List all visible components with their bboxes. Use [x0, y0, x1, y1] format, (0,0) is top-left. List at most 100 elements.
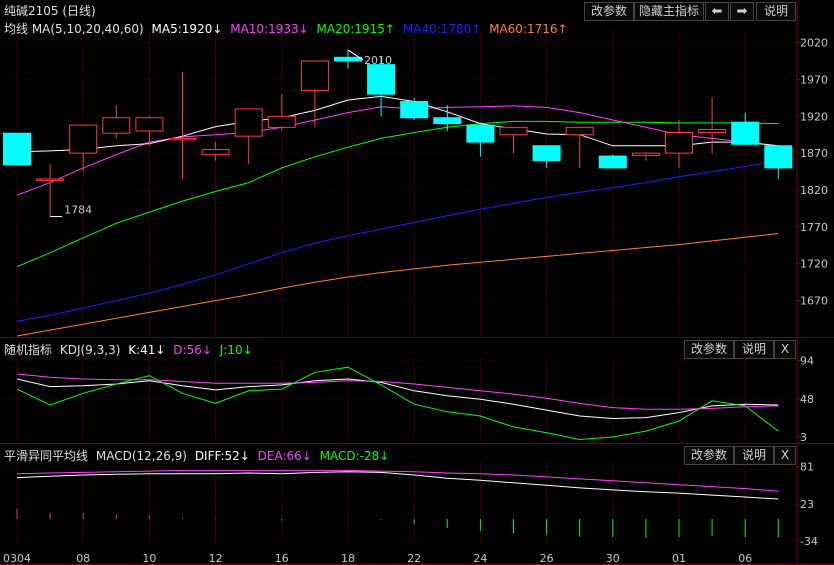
macd-params: MACD(12,26,9) [95, 449, 187, 463]
macd-diff-line [16, 471, 779, 500]
candle-body-up [565, 126, 594, 136]
date-tick-label: 18 [341, 552, 355, 565]
main-symbol-title: 纯碱2105 (日线) [4, 4, 96, 18]
price-tick-label: 1720 [800, 258, 828, 271]
kdj-close-button[interactable]: X [774, 340, 796, 359]
macd-dea-value: DEA:66↓ [257, 449, 312, 463]
macd-help-button[interactable]: 说明 [734, 446, 774, 465]
kdj-j-value: J:10↓ [219, 343, 253, 357]
candle-body-up [102, 117, 131, 134]
kdj-legend: 随机指标 KDJ(9,3,3) K:41↓ D:56↓ J:10↓ [4, 341, 257, 358]
date-tick-label: 22 [407, 552, 421, 565]
candle-body-down [367, 64, 396, 95]
kdj-params-button[interactable]: 改参数 [684, 340, 734, 359]
ma-params-label: 均线 MA(5,10,20,40,60) [4, 22, 144, 36]
kdj-help-button[interactable]: 说明 [734, 340, 774, 359]
kdj-k-value: K:41↓ [128, 343, 166, 357]
scroll-left-icon[interactable]: ⬅ [705, 2, 729, 21]
price-tick-label: 1770 [800, 221, 828, 234]
macd-close-button[interactable]: X [774, 446, 796, 465]
scroll-right-icon[interactable]: ➡ [730, 2, 754, 21]
ma60-value: MA60:1716↑ [489, 22, 568, 36]
main-chart-panel: 1670 1720 1770 1820 1870 1920 1970 2020 2010 1784… [0, 0, 834, 338]
ma10-line [16, 105, 779, 196]
ma5-line [16, 95, 779, 153]
kdj-tick-label: 48 [800, 393, 814, 406]
candle-body-up [267, 115, 296, 128]
price-tick-label: 1970 [800, 73, 828, 86]
ma20-value: MA20:1915↑ [316, 22, 395, 36]
high-marker-line [347, 49, 364, 61]
candle-body-up [234, 108, 263, 137]
macd-chart: -34 23 81 0304 08 10 12 16 18 22 24 26 30 01 06 [0, 444, 834, 565]
price-tick-label: 1820 [800, 184, 828, 197]
main-params-button[interactable]: 改参数 [584, 2, 634, 21]
ma60-line [16, 233, 779, 337]
date-tick-label: 01 [672, 552, 686, 565]
kdj-params: KDJ(9,3,3) [59, 343, 121, 357]
candle-body-up [631, 152, 660, 156]
date-tick-label: 06 [738, 552, 752, 565]
candle-body-up [698, 129, 727, 133]
price-tick-label: 1920 [800, 110, 828, 123]
main-help-button[interactable]: 说明 [756, 2, 796, 21]
date-tick-label: 26 [540, 552, 554, 565]
price-tick-label: 1670 [800, 295, 828, 308]
candle-body-up [168, 137, 197, 141]
macd-macd-value: MACD:-28↓ [319, 449, 390, 463]
price-tick-label: 2020 [800, 37, 828, 50]
date-tick-label: 16 [275, 552, 289, 565]
kdj-d-line [16, 373, 779, 410]
date-tick-label: 24 [473, 552, 487, 565]
candle-body-down [466, 124, 495, 143]
kdj-panel: 3 48 94 随机指标 KDJ(9,3,3) K:41↓ D:56↓ J:10↓ … [0, 338, 834, 444]
high-price-label: 2010 [364, 54, 392, 67]
kdj-k-line [16, 378, 779, 420]
candlestick-chart: 1670 1720 1770 1820 1870 1920 1970 2020 2010 1784 [0, 0, 834, 338]
kdj-d-value: D:56↓ [173, 343, 212, 357]
candle-body-down [598, 155, 627, 169]
candle-body-down [764, 145, 793, 169]
ma40-value: MA40:1780↑ [402, 22, 482, 36]
macd-tick-label: -34 [800, 535, 818, 548]
low-price-label: 1784 [64, 204, 92, 217]
candle-body-down [400, 101, 429, 119]
macd-dea-line [16, 469, 779, 492]
candle-body-up [201, 148, 230, 156]
macd-tick-label: 23 [800, 498, 814, 511]
date-tick-label: 30 [606, 552, 620, 565]
date-tick-label: 0304 [3, 552, 31, 565]
kdj-tick-label: 94 [800, 355, 814, 368]
macd-legend: 平滑异同平均线 MACD(12,26,9) DIFF:52↓ DEA:66↓ M… [4, 447, 393, 464]
candle-body-down [3, 132, 31, 166]
hide-indicator-button[interactable]: 隐藏主指标 [634, 2, 704, 21]
candle-body-up [69, 124, 98, 154]
macd-panel: -34 23 81 0304 08 10 12 16 18 22 24 26 30 01 06 平滑异同平均… [0, 444, 834, 565]
candle-body-up [300, 60, 329, 91]
kdj-tick-label: 3 [800, 431, 807, 444]
kdj-chart: 3 48 94 [0, 338, 834, 444]
candle-body-down [532, 145, 561, 162]
price-tick-label: 1870 [800, 147, 828, 160]
date-tick-label: 10 [142, 552, 156, 565]
kdj-j-line [16, 366, 779, 441]
candle-body-down [731, 121, 760, 145]
candle-body-up [665, 131, 693, 154]
candle-body-up [135, 117, 164, 132]
ma5-value: MA5:1920↓ [151, 22, 223, 36]
ma20-line [16, 120, 779, 268]
macd-tick-label: 81 [800, 461, 814, 474]
candle-body-up [499, 126, 528, 136]
candle-body-up [36, 178, 65, 181]
macd-title: 平滑异同平均线 [4, 449, 89, 463]
ma40-line [16, 160, 779, 322]
ma10-value: MA10:1933↓ [230, 22, 309, 36]
candle-body-down [433, 117, 462, 125]
ma-legend: 均线 MA(5,10,20,40,60) MA5:1920↓ MA10:1933… [4, 20, 572, 37]
macd-params-button[interactable]: 改参数 [684, 446, 734, 465]
kdj-title: 随机指标 [4, 343, 53, 357]
macd-diff-value: DIFF:52↓ [194, 449, 250, 463]
date-tick-label: 12 [209, 552, 223, 565]
date-tick-label: 08 [76, 552, 90, 565]
candle-body-down [334, 56, 362, 62]
